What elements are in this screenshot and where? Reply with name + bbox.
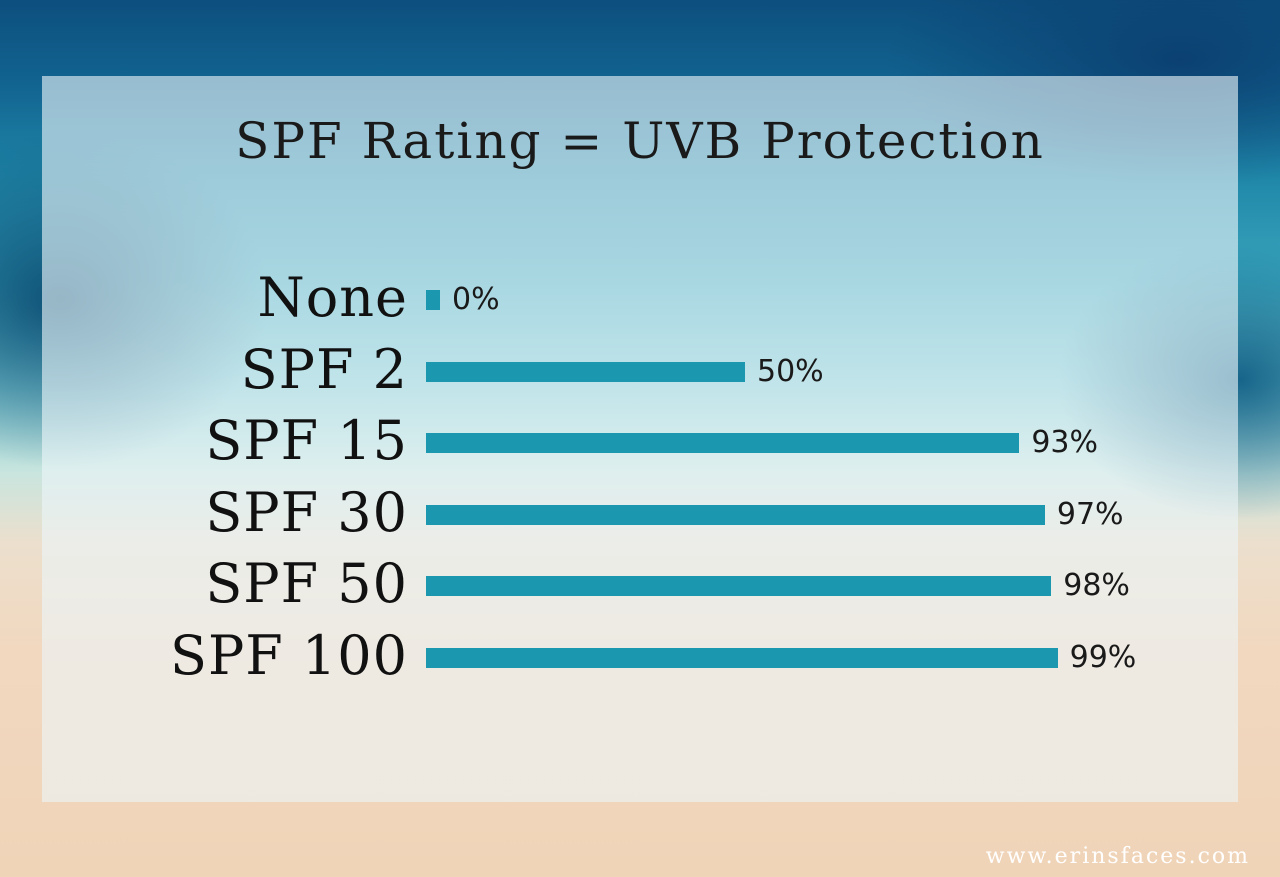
bar <box>426 433 1020 454</box>
website-credit: www.erinsfaces.com <box>985 844 1250 869</box>
category-label: SPF 50 <box>205 552 408 616</box>
value-label: 98% <box>1063 568 1130 604</box>
category-label: SPF 100 <box>169 624 408 687</box>
bar <box>426 290 440 310</box>
category-label: SPF 30 <box>205 480 408 544</box>
value-label: 93% <box>1031 425 1099 461</box>
value-label: 97% <box>1056 496 1124 532</box>
value-label: 50% <box>757 353 824 389</box>
category-label: SPF 15 <box>205 409 408 473</box>
chart-title: SPF Rating = UVB Protection <box>235 112 1045 170</box>
category-label: SPF 2 <box>240 337 408 401</box>
category-label: None <box>257 266 408 329</box>
bar <box>426 576 1052 597</box>
bar <box>426 361 745 382</box>
bar <box>426 648 1058 668</box>
value-label: 99% <box>1069 640 1137 675</box>
value-label: 0% <box>452 282 500 317</box>
bar <box>426 504 1045 525</box>
